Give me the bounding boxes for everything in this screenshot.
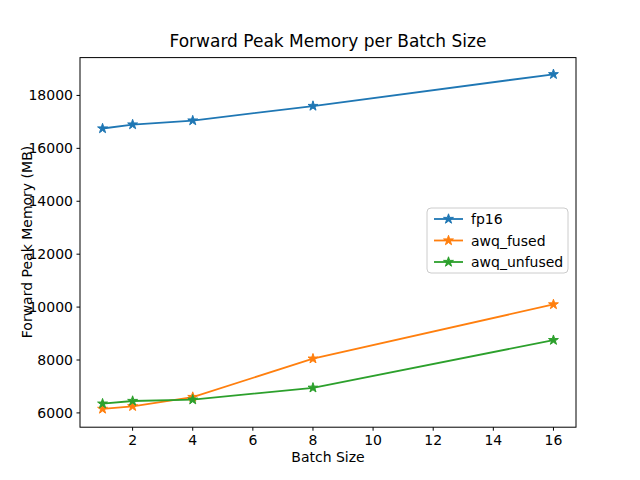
y-tick-label: 12000 [28,246,73,262]
legend-label-fp16: fp16 [471,211,503,227]
x-tick-label: 6 [248,432,257,448]
series-marker-fp16 [128,119,138,128]
series-line-awq_fused [103,304,554,409]
y-axis-label: Forward Peak Memory (MB) [19,146,35,338]
y-tick-label: 8000 [37,352,73,368]
x-tick-label: 4 [188,432,197,448]
series-marker-fp16 [549,69,559,78]
chart-title: Forward Peak Memory per Batch Size [80,31,576,51]
legend-label-awq_fused: awq_fused [471,233,546,249]
x-tick-label: 8 [309,432,318,448]
x-tick-label: 2 [128,432,137,448]
series-line-fp16 [103,74,554,128]
x-tick-label: 10 [364,432,382,448]
series-marker-awq_fused [308,353,318,362]
series-marker-fp16 [98,123,108,132]
chart-figure: 2 4 6 8 10 12 14 16 6000 8000 10000 12000 14000 16000… [0,0,640,480]
series-line-awq_unfused [103,340,554,403]
y-tick-label: 18000 [28,87,73,103]
x-tick-label: 12 [424,432,442,448]
x-tick-label: 16 [545,432,563,448]
y-tick-label: 16000 [28,140,73,156]
y-tick-label: 6000 [37,405,73,421]
series-marker-fp16 [308,101,318,110]
series-marker-awq_fused [549,299,559,308]
legend-label-awq_unfused: awq_unfused [471,254,563,270]
line-chart-canvas: 2 4 6 8 10 12 14 16 6000 8000 10000 12000 14000 16000… [0,0,640,480]
series-marker-fp16 [188,115,198,124]
y-tick-label: 10000 [28,299,73,315]
x-axis-label: Batch Size [80,449,576,465]
series-marker-awq_unfused [308,383,318,392]
series-marker-awq_unfused [549,335,559,344]
y-tick-label: 14000 [28,193,73,209]
x-tick-label: 14 [484,432,502,448]
